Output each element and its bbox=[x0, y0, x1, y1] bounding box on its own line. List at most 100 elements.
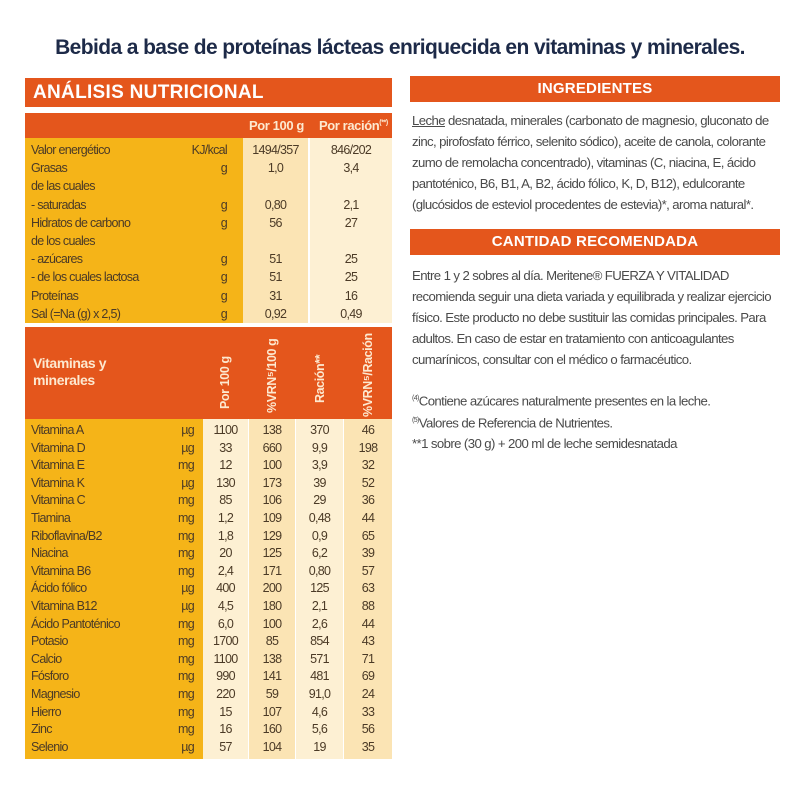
col-vrn-100g: %VRN⁵/100 g bbox=[265, 338, 279, 413]
vitamin-value: 171 bbox=[262, 563, 282, 578]
nutrition-row: Sal (=Na (g) x 2,5) g 0,92 0,49 bbox=[25, 307, 392, 322]
vitamin-value: 0,48 bbox=[308, 511, 331, 525]
vitamin-value: 400 bbox=[216, 581, 235, 596]
analysis-heading: ANÁLISIS NUTRICIONAL bbox=[25, 78, 392, 107]
vitamin-value: 160 bbox=[262, 722, 282, 737]
nutrient-label: de los cuales bbox=[31, 234, 96, 248]
vitamin-unit: mg bbox=[178, 563, 195, 578]
vitamin-label: Vitamina B6 bbox=[31, 563, 91, 578]
nutrient-unit: g bbox=[220, 306, 228, 321]
nutrition-table: Por 100 g Por ración(**) Valor energétic… bbox=[25, 113, 392, 323]
vitamin-value: 39 bbox=[313, 475, 326, 490]
vitamin-row: Vitamina D µg 33 660 9,9 198 bbox=[25, 441, 392, 456]
vitamin-unit: µg bbox=[181, 440, 194, 455]
vitamin-value: 2,6 bbox=[311, 616, 328, 631]
vitamin-value: 0,9 bbox=[311, 528, 328, 543]
col-serving: Ración** bbox=[313, 354, 327, 403]
nutrition-row: Valor energético KJ/kcal 1494/357 846/20… bbox=[25, 143, 392, 158]
vitamin-unit: µg bbox=[181, 423, 194, 437]
vitamin-row: Niacina mg 20 125 6,2 39 bbox=[25, 546, 392, 561]
vitamin-value: 100 bbox=[262, 616, 282, 631]
vitamin-value: 125 bbox=[310, 581, 329, 596]
vitamins-table: Vitaminas y minerales Por 100 g %VRN⁵/10… bbox=[25, 327, 392, 759]
nutrition-row: Hidratos de carbono g 56 27 bbox=[25, 216, 392, 231]
vitamin-value: 0,80 bbox=[308, 563, 331, 578]
nutrient-label: - saturadas bbox=[31, 197, 87, 212]
vitamin-label: Vitamina B12 bbox=[31, 599, 97, 613]
vitamin-value: 106 bbox=[262, 493, 282, 508]
vitamin-value: 100 bbox=[262, 458, 282, 473]
vitamin-value: 85 bbox=[265, 634, 279, 649]
value-per-serving: 25 bbox=[344, 252, 358, 267]
col-per-100g: Por 100 g bbox=[249, 118, 304, 133]
vitamin-value: 104 bbox=[262, 739, 282, 754]
vitamin-value: 141 bbox=[262, 669, 282, 684]
value-per-100g: 51 bbox=[269, 252, 282, 267]
vitamin-unit: mg bbox=[178, 458, 195, 473]
vitamin-value: 85 bbox=[219, 493, 232, 508]
vitamin-value: 43 bbox=[361, 634, 375, 649]
vitamin-label: Niacina bbox=[31, 546, 68, 561]
nutrient-label: Sal (=Na (g) x 2,5) bbox=[31, 306, 121, 321]
ingredients-heading: INGREDIENTES bbox=[410, 76, 780, 102]
vitamin-value: 854 bbox=[310, 634, 329, 649]
vitamin-row: Vitamina B6 mg 2,4 171 0,80 57 bbox=[25, 564, 392, 579]
vitamin-value: 109 bbox=[262, 511, 282, 525]
value-per-100g: 51 bbox=[269, 270, 282, 285]
nutrition-row: de los cuales bbox=[25, 234, 392, 249]
nutrition-row: - saturadas g 0,80 2,1 bbox=[25, 198, 392, 213]
vitamin-row: Vitamina E mg 12 100 3,9 32 bbox=[25, 458, 392, 473]
nutrient-label: - de los cuales lactosa bbox=[31, 270, 139, 285]
vitamin-unit: mg bbox=[178, 511, 195, 525]
vitamin-label: Fósforo bbox=[31, 669, 69, 684]
vitamin-row: Tiamina mg 1,2 109 0,48 44 bbox=[25, 511, 392, 526]
vitamin-value: 15 bbox=[219, 704, 232, 719]
footnote: (5)Valores de Referencia de Nutrientes. bbox=[412, 415, 613, 431]
vitamin-value: 12 bbox=[219, 458, 232, 473]
value-per-100g: 0,92 bbox=[264, 306, 287, 321]
vitamin-label: Hierro bbox=[31, 704, 62, 719]
nutrient-label: de las cuales bbox=[31, 179, 96, 194]
vitamin-value: 65 bbox=[361, 528, 375, 543]
vitamin-value: 57 bbox=[361, 563, 375, 578]
vitamin-value: 1100 bbox=[213, 423, 238, 437]
nutrient-unit: g bbox=[220, 197, 228, 212]
vitamin-value: 220 bbox=[216, 687, 235, 701]
ingredients-text: Leche desnatada, minerales (carbonato de… bbox=[412, 113, 769, 212]
value-per-serving: 3,4 bbox=[343, 161, 359, 176]
nutrient-label: Grasas bbox=[31, 161, 68, 176]
value-per-100g: 31 bbox=[269, 288, 282, 303]
vitamin-value: 69 bbox=[361, 669, 375, 684]
vitamin-unit: mg bbox=[178, 493, 195, 508]
vitamin-unit: mg bbox=[178, 634, 195, 649]
nutrient-label: Valor energético bbox=[31, 143, 111, 157]
vitamin-label: Ácido fólico bbox=[31, 581, 87, 596]
nutrient-unit: g bbox=[220, 288, 228, 303]
nutrient-unit: KJ/kcal bbox=[191, 143, 228, 157]
vitamin-row: Zinc mg 16 160 5,6 56 bbox=[25, 722, 392, 737]
vitamin-unit: mg bbox=[178, 722, 195, 737]
value-per-serving: 846/202 bbox=[330, 143, 372, 157]
vitamin-value: 198 bbox=[358, 440, 378, 455]
vitamin-value: 44 bbox=[361, 511, 375, 525]
value-per-serving: 16 bbox=[344, 288, 358, 303]
vitamin-value: 20 bbox=[219, 546, 232, 561]
vitamin-value: 138 bbox=[262, 651, 282, 666]
vitamin-value: 56 bbox=[361, 722, 375, 737]
vitamin-value: 1700 bbox=[212, 634, 239, 649]
vitamin-value: 180 bbox=[262, 599, 282, 613]
vitamin-label: Vitamina K bbox=[31, 475, 85, 490]
nutrient-unit: g bbox=[220, 215, 228, 230]
vitamin-value: 16 bbox=[219, 722, 232, 737]
value-per-100g: 56 bbox=[269, 215, 282, 230]
vitamin-value: 32 bbox=[361, 458, 375, 473]
vitamin-unit: mg bbox=[178, 616, 195, 631]
vitamin-unit: mg bbox=[178, 528, 195, 543]
nutrient-label: - azúcares bbox=[31, 252, 83, 267]
vitamin-value: 36 bbox=[361, 493, 375, 508]
vitamin-value: 1,2 bbox=[217, 511, 234, 525]
vitamin-unit: mg bbox=[178, 669, 195, 684]
nutrition-row: Grasas g 1,0 3,4 bbox=[25, 161, 392, 176]
vitamin-row: Vitamina K µg 130 173 39 52 bbox=[25, 476, 392, 491]
vitamin-value: 107 bbox=[262, 704, 282, 719]
